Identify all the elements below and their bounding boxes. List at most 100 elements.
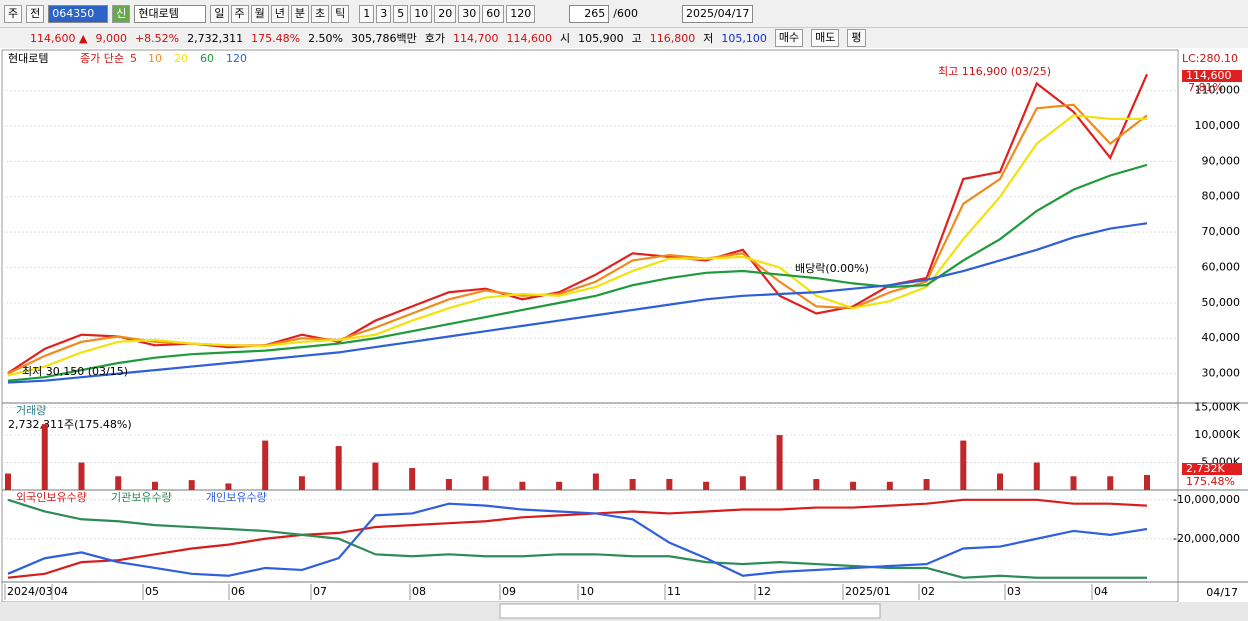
series-line <box>7 502 1148 577</box>
sell[interactable]: 매도 <box>811 29 840 47</box>
buy[interactable]: 매수 <box>774 29 804 47</box>
period-button[interactable]: 월 <box>250 4 269 23</box>
volume-bar <box>5 473 11 490</box>
quote-bar: 114,600 ▲ 9,000 +8.52% 2,732,311 175.48%… <box>0 28 1248 48</box>
price: 114,600 ▲ <box>30 31 88 45</box>
open-label: 시 <box>560 32 571 45</box>
period-button[interactable]: 분 <box>290 4 309 23</box>
avg[interactable]: 평 <box>847 29 866 47</box>
x-tick-label: 06 <box>231 585 245 598</box>
y-tick-label: 70,000 <box>1202 225 1241 238</box>
period-button[interactable]: 틱 <box>331 4 350 23</box>
y-tick-label: 90,000 <box>1202 154 1241 167</box>
volume-bar <box>519 481 526 490</box>
rate: +8.52% <box>134 31 180 45</box>
volume-bar <box>298 476 305 490</box>
volume-bar <box>1070 476 1077 490</box>
x-tick-label: 12 <box>757 585 771 598</box>
volume-bar <box>41 424 48 490</box>
credit[interactable]: 신 <box>112 4 131 23</box>
low-note: 최저 30,150 (03/15) <box>22 365 128 378</box>
x-tick-label: 2025/01 <box>845 585 891 598</box>
legend-entry: 20 <box>174 52 188 65</box>
high-note: 최고 116,900 (03/25) <box>938 65 1051 78</box>
interval-button[interactable]: 3 <box>376 4 392 23</box>
legend-entry: 120 <box>226 52 247 65</box>
volume-bar <box>151 481 158 490</box>
code[interactable]: 064350 <box>48 4 109 23</box>
count[interactable]: 265 <box>569 4 610 23</box>
bid: 114,600 <box>506 31 553 45</box>
x-tick-label: 07 <box>313 585 327 598</box>
plot-frame <box>1 49 1179 603</box>
interval-button[interactable]: 1 <box>359 4 375 23</box>
volume-bar <box>482 476 489 490</box>
period-button[interactable]: 초 <box>311 4 330 23</box>
interval-button[interactable]: 10 <box>410 4 433 23</box>
volume-bar <box>556 481 563 490</box>
legend-entry: 기관보유수량 <box>111 491 172 504</box>
legend-entry: 10 <box>148 52 162 65</box>
x-tick-label: 10 <box>580 585 594 598</box>
x-tick-label: 04 <box>1094 585 1108 598</box>
volume-bar <box>886 481 893 490</box>
volume-bar <box>703 481 710 490</box>
legend-entry: 개인보유수량 <box>206 491 267 504</box>
interval-button[interactable]: 30 <box>458 4 481 23</box>
volume-ratio: 175.48% <box>251 31 301 45</box>
volume-tag-bg <box>1182 463 1242 475</box>
period-button[interactable]: 주 <box>230 4 249 23</box>
volume-bar <box>115 476 122 490</box>
interval-button[interactable]: 60 <box>482 4 505 23</box>
interval-button[interactable]: 5 <box>393 4 409 23</box>
interval-button[interactable]: 120 <box>506 4 536 23</box>
volume-bar <box>960 440 967 490</box>
y-tick-label: -10,000,000 <box>1173 493 1240 506</box>
low: 105,100 <box>721 31 767 45</box>
prev[interactable]: 전 <box>26 4 45 23</box>
x-tick-label: 2024/03 <box>7 585 53 598</box>
volume-bar <box>188 480 195 490</box>
volume-bar <box>592 473 599 490</box>
volume-bar <box>409 468 416 490</box>
ask-label: 호가 <box>424 32 445 45</box>
volume-bar <box>813 479 820 490</box>
y-tick-label: 30,000 <box>1202 367 1241 380</box>
last-rate: 7.81% <box>1188 81 1223 94</box>
date[interactable]: 2025/04/17 <box>681 4 754 23</box>
volume-bar <box>225 483 232 490</box>
scroll-thumb[interactable] <box>499 603 881 619</box>
series-line <box>7 163 1148 382</box>
y-tick-label: 40,000 <box>1202 331 1241 344</box>
volume: 2,732,311 <box>187 31 244 45</box>
volume-bar <box>1144 475 1150 490</box>
open: 105,900 <box>578 31 624 45</box>
stock-name[interactable]: 현대로템 <box>134 4 207 23</box>
y-tick-label: -20,000,000 <box>1173 532 1240 545</box>
interval-button[interactable]: 20 <box>434 4 457 23</box>
last-tag: 114,600 <box>1186 69 1232 82</box>
high: 116,800 <box>649 31 696 45</box>
volume-legend: 거래량 <box>16 404 46 417</box>
volume-bar <box>850 481 857 490</box>
period-button[interactable]: 년 <box>270 4 289 23</box>
x-tick-label: 08 <box>412 585 426 598</box>
market[interactable]: 주 <box>4 4 23 23</box>
change: 9,000 <box>95 31 127 45</box>
volume-bar <box>666 479 673 490</box>
x-tick-label: 09 <box>502 585 516 598</box>
y-tick-label: 60,000 <box>1202 260 1241 273</box>
period-button[interactable]: 일 <box>210 4 229 23</box>
x-tick-label: 04 <box>54 585 68 598</box>
volume-bar <box>262 440 269 490</box>
x-tick-label: 03 <box>1007 585 1021 598</box>
volume-bar <box>1033 462 1040 490</box>
series-line <box>7 498 1147 579</box>
x-tick-label: 05 <box>145 585 159 598</box>
dividend-note: 배당락(0.00%) <box>795 262 869 275</box>
legend-entry: 60 <box>200 52 214 65</box>
volume-bar <box>776 435 783 490</box>
intervals: 1 3 5 10 20 30 60 120 <box>359 4 536 23</box>
